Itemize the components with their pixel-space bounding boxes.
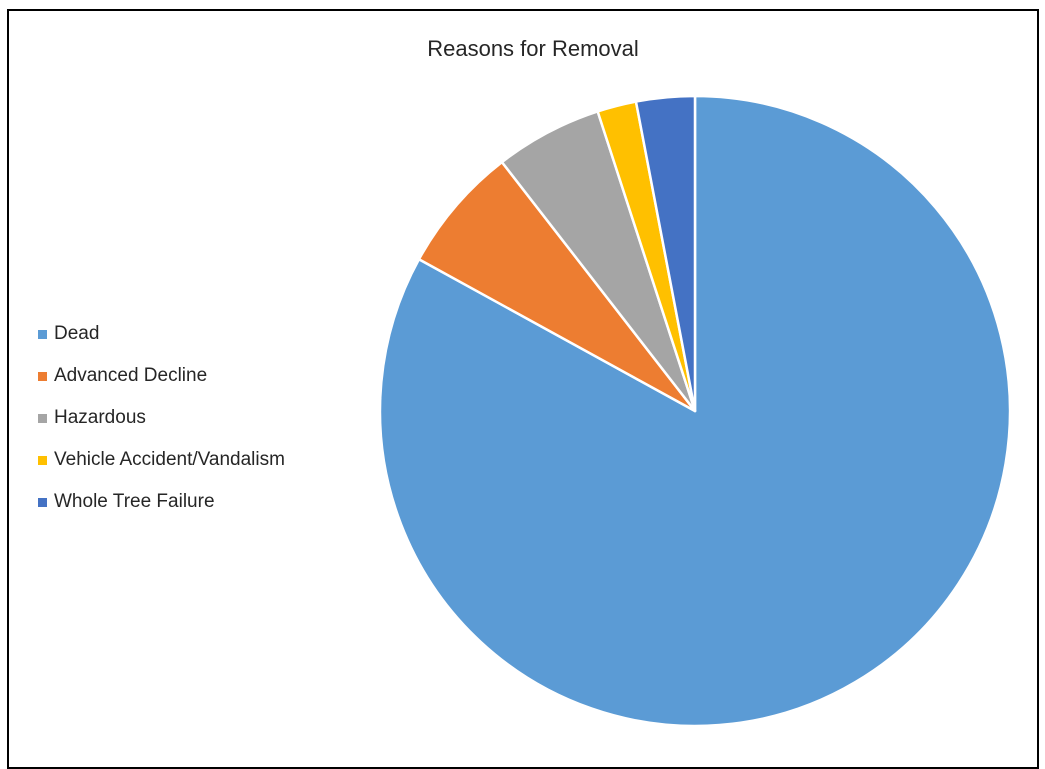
pie-chart: [378, 94, 1012, 728]
legend-swatch: [38, 455, 47, 465]
pie-slice-whole-tree-failure: [634, 94, 697, 413]
legend-item-vehicle-accident-vandalism: Vehicle Accident/Vandalism: [38, 439, 285, 481]
legend-label: Hazardous: [54, 407, 146, 428]
legend-label: Vehicle Accident/Vandalism: [54, 449, 285, 470]
legend-swatch: [38, 413, 47, 423]
legend-item-advanced-decline: Advanced Decline: [38, 355, 285, 397]
legend-swatch: [38, 329, 47, 339]
legend-swatch: [38, 371, 47, 381]
legend-label: Advanced Decline: [54, 365, 208, 386]
legend-label: Whole Tree Failure: [54, 491, 215, 512]
pie-slice-dead: [378, 94, 1012, 728]
chart-title: Reasons for Removal: [427, 36, 639, 61]
legend-swatch: [38, 497, 47, 507]
legend-label: Dead: [54, 323, 100, 344]
legend-item-dead: Dead: [38, 313, 285, 355]
legend-item-hazardous: Hazardous: [38, 397, 285, 439]
chart-legend: Dead Advanced Decline Hazardous Vehicle Acc…: [38, 313, 285, 523]
legend-item-whole-tree-failure: Whole Tree Failure: [38, 481, 285, 523]
pie-slice-advanced-decline: [417, 160, 697, 413]
